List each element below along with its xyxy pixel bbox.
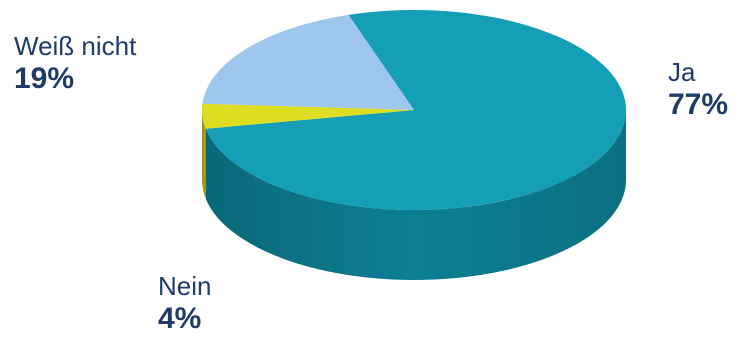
pie-slice-ja [205, 9, 627, 210]
pie-side-shade-ja [205, 110, 626, 280]
pie-sides [202, 110, 626, 280]
pie-slice-weiss-nicht [202, 14, 414, 111]
label-ja: Ja 77% [668, 57, 729, 122]
pie-slice-nein [202, 103, 414, 129]
label-ja-name: Ja [668, 57, 696, 87]
label-weiss-nicht-percent: 19% [14, 61, 75, 95]
pie-side-shade-nein [202, 110, 206, 199]
label-nein: Nein 4% [158, 271, 212, 336]
label-nein-name: Nein [158, 271, 212, 301]
pie-tops [202, 9, 627, 210]
label-weiss-nicht-name: Weiß nicht [14, 31, 137, 61]
label-nein-percent: 4% [158, 301, 202, 335]
label-weiss-nicht: Weiß nicht 19% [14, 31, 137, 96]
label-ja-percent: 77% [668, 87, 729, 121]
